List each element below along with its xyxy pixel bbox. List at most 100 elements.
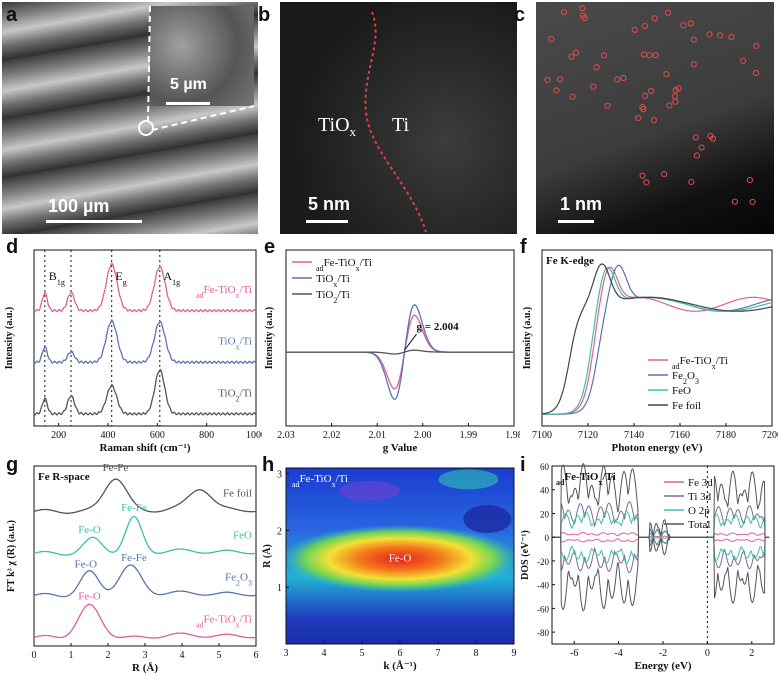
wt-xtick-label: 5 <box>360 648 365 659</box>
fe-atom-circle <box>740 57 747 64</box>
haadf-stem-image: 1 nm <box>536 2 774 234</box>
raman-peak-label: B1g <box>49 269 65 287</box>
epr-annotation-arrow <box>404 333 417 351</box>
fe-atom-circle <box>553 87 560 94</box>
rspace-series-label: adFe-TiOx/Ti <box>196 613 252 629</box>
rspace-ylabel: FT k³ χ (R) (a.u.) <box>6 520 17 592</box>
fe-atom-circle <box>631 26 638 33</box>
fe-atom-circle <box>690 36 697 43</box>
wavelet-transform-chart: Fe-O adFe-TiOx/Ti 3 4 5 6 7 8 9 1 2 3 k (Å⁻¹) R (Å) <box>262 467 517 672</box>
wt-lobe <box>438 469 499 490</box>
xanes-legend-label: FeO <box>672 385 691 397</box>
inset-scale-bar <box>166 102 210 105</box>
fe-atom-circle <box>663 70 670 78</box>
xanes-legend-label: Fe foil <box>672 400 701 412</box>
wt-lobe <box>339 480 400 501</box>
rspace-xtick-label: 5 <box>217 650 222 661</box>
dos-ytick-label: -20 <box>537 557 549 567</box>
c-scale-bar <box>558 220 594 223</box>
fe-atom-circle <box>593 64 600 71</box>
wt-ytick-label: 1 <box>277 583 282 594</box>
fe-atom-circle <box>728 34 735 41</box>
rspace-bond-label: Fe-O <box>78 590 101 602</box>
fe-atom-circle <box>646 52 653 59</box>
hrtem-image: TiOx Ti 5 nm <box>280 2 517 234</box>
rspace-series-line <box>33 564 256 598</box>
raman-series-label: adFe-TiOx/Ti <box>196 284 252 300</box>
fe-atom-circle <box>688 178 695 186</box>
fe-atom-circle <box>548 35 555 42</box>
rspace-bond-label: Fe-Fe <box>103 462 129 474</box>
fe-atom-circle <box>557 76 564 83</box>
fe-atom-circle <box>635 114 642 122</box>
wt-xtick-label: 7 <box>436 648 441 659</box>
fe-atom-circle <box>661 171 668 178</box>
fe-atom-circle <box>671 93 678 100</box>
interface-line <box>364 11 427 233</box>
fe-atom-circle <box>569 93 576 100</box>
fe-atom-circle <box>693 152 700 159</box>
rspace-bond-label: Fe-Fe <box>121 502 147 514</box>
wt-lobe <box>463 505 512 534</box>
rspace-series-line <box>33 515 256 556</box>
raman-peak-label: A1g <box>164 269 181 287</box>
raman-xlabel: Raman shift (cm⁻¹) <box>100 442 191 454</box>
epr-ylabel: Intensity (a.u.) <box>264 307 275 370</box>
xanes-series-line <box>541 263 773 415</box>
rspace-series-label: FeO <box>233 529 252 541</box>
epr-frame <box>285 249 515 427</box>
xanes-xtick-label: 7180 <box>716 430 736 441</box>
fe-atom-circle <box>698 144 705 151</box>
dos-ytick-label: 40 <box>540 486 550 496</box>
raman-series-label: TiO2/Ti <box>218 387 252 403</box>
fe-atom-circle <box>614 76 621 83</box>
dos-xtick-label: -4 <box>614 648 622 659</box>
raman-xtick-label: 600 <box>150 430 165 441</box>
fe-atom-circle <box>664 9 672 16</box>
epr-annotation: g = 2.004 <box>417 321 460 333</box>
xanes-legend-label: adFe-TiOx/Ti <box>672 355 728 371</box>
fe-atom-circle <box>580 12 587 19</box>
epr-xtick-label: 1.99 <box>460 430 478 441</box>
epr-xtick-label: 2.03 <box>277 430 295 441</box>
wt-ylabel: R (Å) <box>262 544 273 568</box>
fe-atom-circle <box>648 87 655 95</box>
raman-frame <box>33 249 257 427</box>
b-scale-bar <box>306 220 348 223</box>
xanes-xtick-label: 7100 <box>532 430 552 441</box>
fe-atom-circle <box>651 15 658 22</box>
epr-xtick-label: 2.01 <box>368 430 386 441</box>
rspace-xtick-label: 3 <box>143 650 148 661</box>
dos-xtick-label: 0 <box>705 648 710 659</box>
epr-legend-label: adFe-TiOx/Ti <box>316 257 372 273</box>
fe-atom-circle <box>749 198 756 206</box>
fe-atom-circle <box>590 83 597 90</box>
raman-chart: adFe-TiOx/Ti TiOx/Ti TiO2/Ti B1g Eg A1g 200 400… <box>4 249 262 454</box>
rspace-title: Fe R-space <box>38 471 90 483</box>
fe-atom-circle <box>716 32 724 39</box>
dos-ytick-label: -80 <box>537 628 549 638</box>
xanes-frame <box>541 249 773 427</box>
main-scale-label: 100 µm <box>48 196 110 216</box>
epr-series-line <box>286 349 514 355</box>
fe-atom-circle <box>640 51 648 58</box>
wt-title: adFe-TiOx/Ti <box>292 473 348 489</box>
fe-atom-circle <box>707 132 714 140</box>
rspace-bond-label: Fe-O <box>74 558 97 570</box>
b-scale-label: 5 nm <box>308 194 351 214</box>
dos-title: adFe-TiOx/Ti <box>556 471 616 487</box>
dos-series-line <box>552 501 770 539</box>
fe-atom-circle <box>687 20 694 27</box>
rspace-xtick-label: 2 <box>106 650 111 661</box>
wt-ytick-label: 2 <box>277 526 282 537</box>
raman-series-label: TiOx/Ti <box>218 336 252 352</box>
panel-letter-g: g <box>6 454 19 476</box>
xanes-xtick-label: 7200 <box>762 430 778 441</box>
fe-atom-circle <box>643 179 650 186</box>
rspace-xlabel: R (Å) <box>132 662 158 674</box>
rspace-series-label: Fe2O3 <box>225 571 252 587</box>
epr-xtick-label: 2.00 <box>414 430 432 441</box>
panel-letter-i: i <box>520 454 526 476</box>
